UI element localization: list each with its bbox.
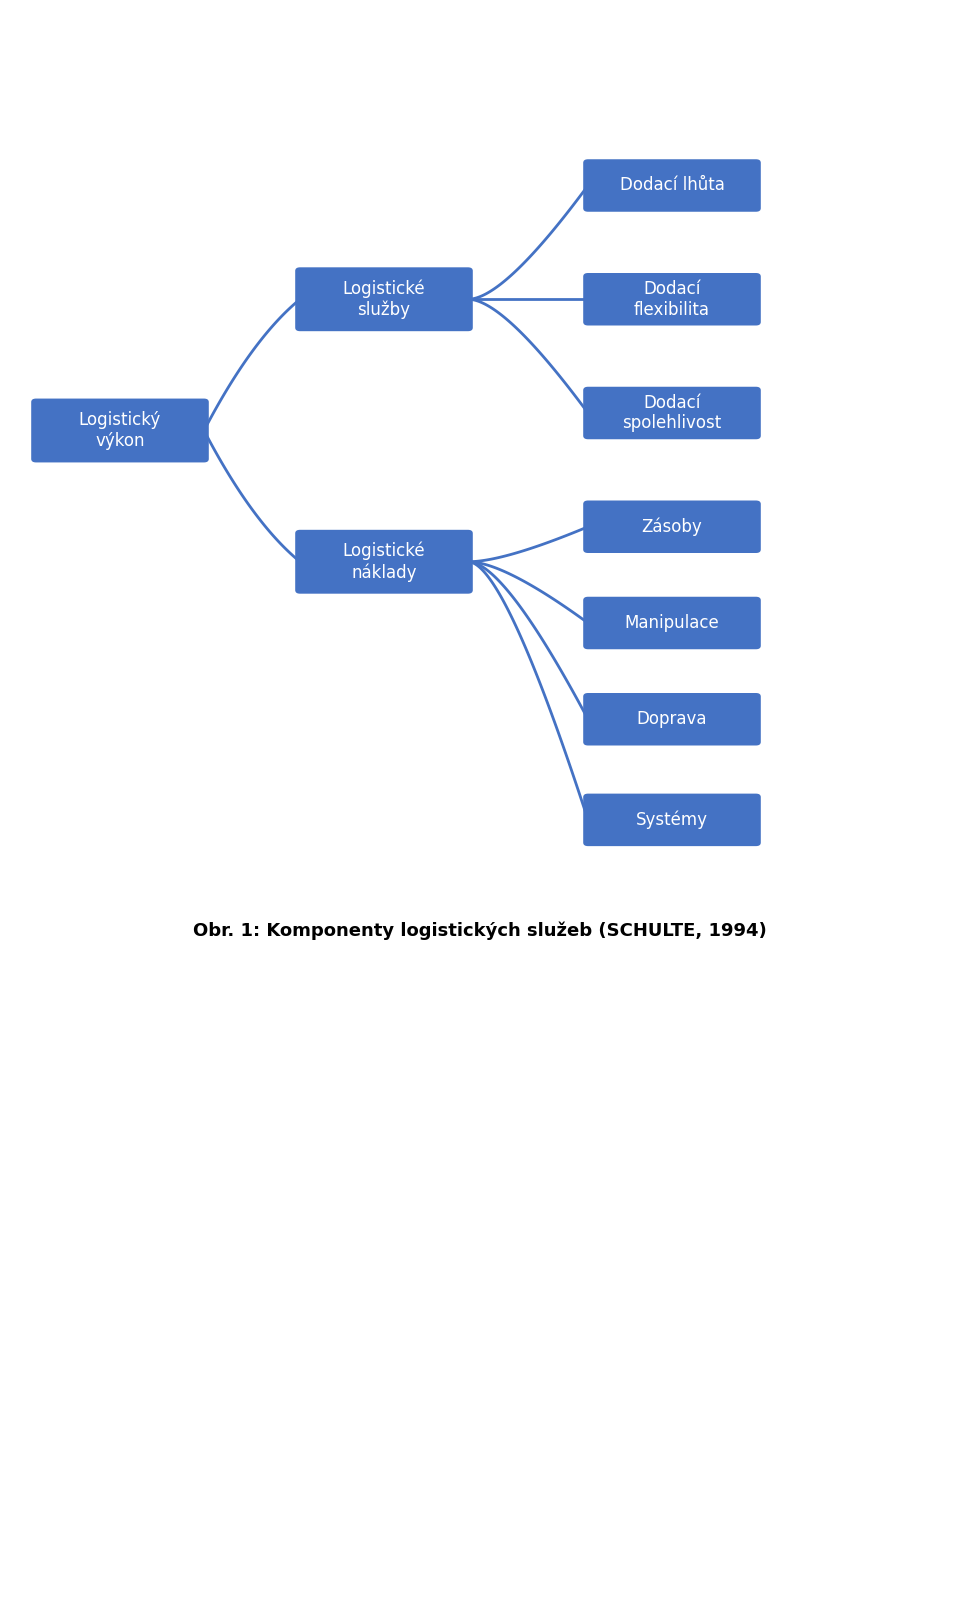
Text: Systémy: Systémy bbox=[636, 810, 708, 829]
Text: Dodací
spolehlivost: Dodací spolehlivost bbox=[622, 393, 722, 433]
Text: Zásoby: Zásoby bbox=[641, 517, 703, 536]
FancyBboxPatch shape bbox=[583, 159, 760, 213]
FancyBboxPatch shape bbox=[583, 274, 760, 325]
FancyBboxPatch shape bbox=[583, 692, 760, 745]
FancyBboxPatch shape bbox=[32, 399, 209, 462]
FancyBboxPatch shape bbox=[296, 267, 472, 332]
FancyBboxPatch shape bbox=[583, 794, 760, 847]
Text: Dodací lhůta: Dodací lhůta bbox=[619, 177, 725, 195]
Text: Logistický
výkon: Logistický výkon bbox=[79, 411, 161, 449]
FancyBboxPatch shape bbox=[296, 530, 472, 594]
FancyBboxPatch shape bbox=[583, 501, 760, 552]
Text: Doprava: Doprava bbox=[636, 710, 708, 728]
Text: Obr. 1: Komponenty logistických služeb (SCHULTE, 1994): Obr. 1: Komponenty logistických služeb (… bbox=[193, 921, 767, 940]
Text: Dodací
flexibilita: Dodací flexibilita bbox=[634, 280, 710, 319]
Text: Manipulace: Manipulace bbox=[625, 613, 719, 633]
FancyBboxPatch shape bbox=[583, 597, 760, 649]
FancyBboxPatch shape bbox=[583, 386, 760, 440]
Text: Logistické
náklady: Logistické náklady bbox=[343, 543, 425, 581]
Text: Logistické
služby: Logistické služby bbox=[343, 279, 425, 319]
